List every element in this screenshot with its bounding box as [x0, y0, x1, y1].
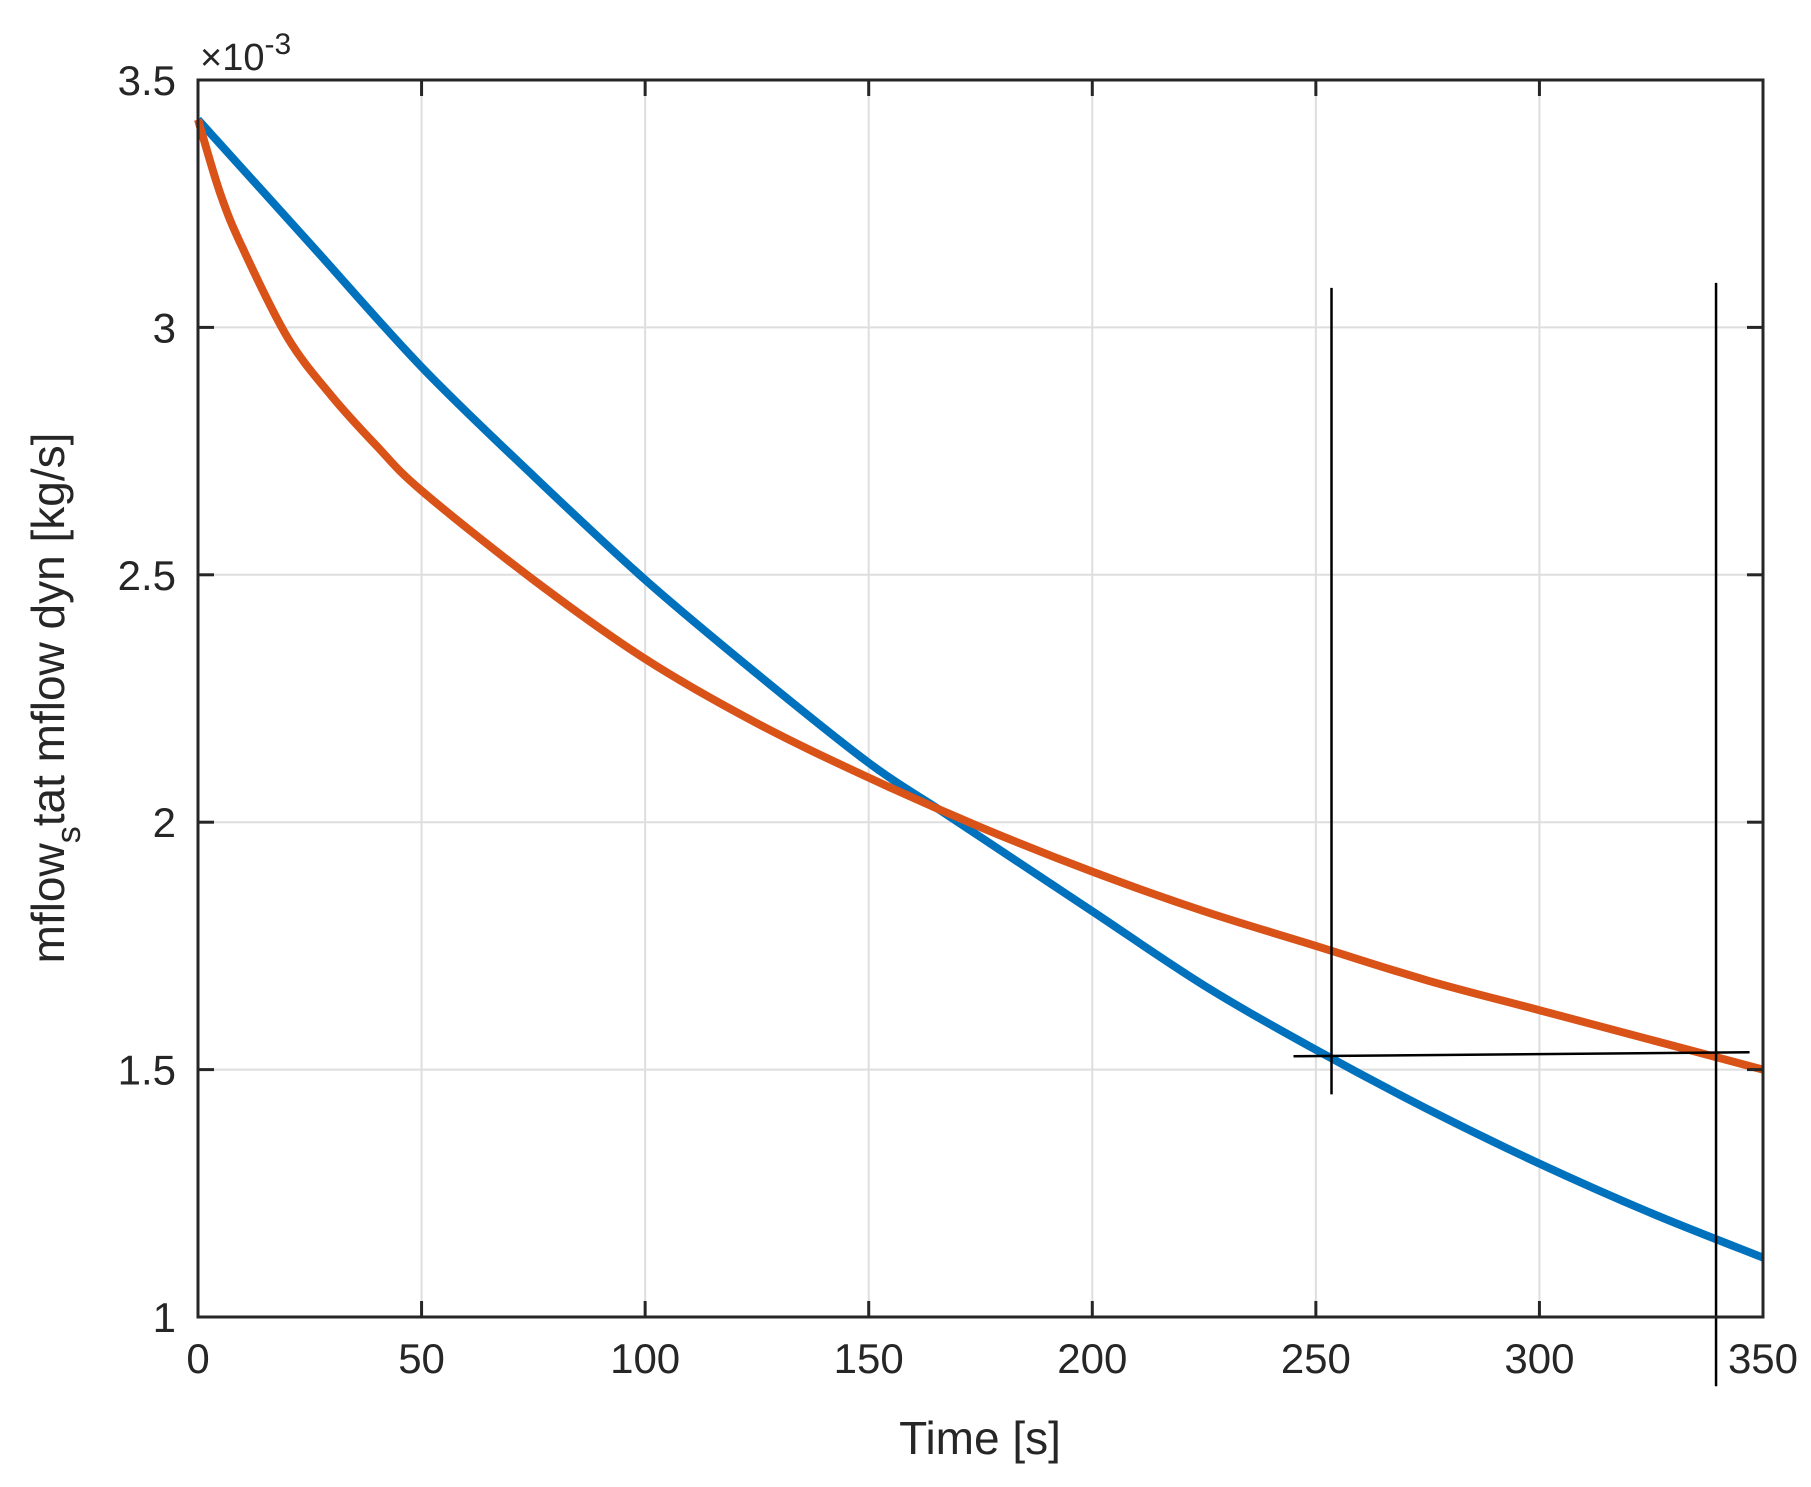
x-tick-label: 150 [834, 1335, 904, 1382]
x-axis-title: Time [s] [899, 1412, 1061, 1464]
ticks-layer: 0 50 100 150 200 250 300 350 1 1.5 2 2.5 3 3.5 [118, 57, 1798, 1382]
y-tick-label: 1 [153, 1294, 176, 1341]
y-tick-label: 1.5 [118, 1047, 176, 1094]
series-line-2 [194, 118, 1765, 1074]
y-tick-label: 2.5 [118, 552, 176, 599]
annotation-line-1 [1293, 1051, 1750, 1058]
y-exponent-base: ×10 [200, 37, 264, 79]
y-axis-title-main: mflow [22, 843, 74, 964]
y-axis-title: mflowstat mflow dyn [kg/s] [22, 433, 88, 964]
x-tick-label: 50 [398, 1335, 445, 1382]
y-exponent-power: -3 [264, 28, 291, 61]
annotation-layer [1293, 282, 1750, 1387]
x-tick-label: 250 [1281, 1335, 1351, 1382]
plot-frame [196, 78, 1765, 1319]
y-axis-title-rest: tat mflow dyn [kg/s] [22, 433, 74, 827]
y-axis-title-subscript: s [50, 826, 88, 843]
x-tick-label: 0 [186, 1335, 209, 1382]
x-tick-label: 200 [1057, 1335, 1127, 1382]
x-tick-label: 300 [1504, 1335, 1574, 1382]
y-tick-label: 3.5 [118, 57, 176, 104]
series-layer [194, 116, 1765, 1262]
x-tick-label: 350 [1728, 1335, 1798, 1382]
y-exponent-label: ×10-3 [200, 28, 291, 79]
x-tick-label: 100 [610, 1335, 680, 1382]
y-tick-label: 2 [153, 799, 176, 846]
grid-lines [198, 80, 1763, 1317]
y-tick-label: 3 [153, 304, 176, 351]
plot-background [198, 80, 1763, 1317]
